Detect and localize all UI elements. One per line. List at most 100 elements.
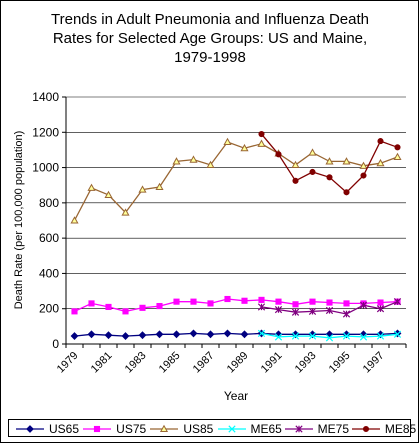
point-me75-1993 bbox=[308, 307, 317, 315]
point-us75-1991 bbox=[275, 298, 282, 305]
legend-label-me75: ME75 bbox=[317, 422, 350, 436]
legend-label-me85: ME85 bbox=[384, 422, 417, 436]
chart-title-line-3: 1979-1998 bbox=[174, 49, 246, 66]
y-tick-label-1400: 1400 bbox=[32, 90, 59, 104]
x-tick-label-1993: 1993 bbox=[293, 350, 319, 376]
series-me65 bbox=[257, 329, 402, 342]
legend-item-us65: US65 bbox=[15, 422, 80, 436]
point-me85-1997 bbox=[377, 138, 384, 145]
point-me85-1991 bbox=[275, 151, 282, 158]
chart-title: Trends in Adult Pneumonia and Influenza … bbox=[30, 10, 390, 67]
point-us65-1989 bbox=[240, 330, 249, 339]
point-me65-1993 bbox=[308, 332, 317, 340]
series-lines bbox=[70, 130, 402, 342]
point-us75-1979 bbox=[71, 308, 78, 315]
point-us85-1986 bbox=[189, 155, 198, 163]
point-me85-1995 bbox=[343, 189, 350, 196]
point-us85-1992 bbox=[291, 160, 300, 168]
point-us85-1997 bbox=[376, 158, 385, 167]
legend-item-me85: ME85 bbox=[351, 422, 416, 436]
point-me65-1995 bbox=[342, 332, 351, 340]
y-tick-label-1200: 1200 bbox=[32, 125, 59, 139]
point-me85-1994 bbox=[326, 174, 333, 181]
point-us65-1983 bbox=[138, 331, 147, 340]
legend-label-me65: ME65 bbox=[250, 422, 282, 436]
point-us85-1998 bbox=[393, 152, 402, 161]
legend-marker-me65 bbox=[227, 425, 236, 433]
point-us75-1984 bbox=[156, 303, 163, 310]
point-me65-1996 bbox=[359, 333, 368, 341]
point-me75-1996 bbox=[359, 301, 368, 309]
y-tick-label-0: 0 bbox=[52, 337, 59, 351]
point-us85-1979 bbox=[70, 216, 79, 224]
legend-marker-us75 bbox=[94, 425, 101, 433]
point-me75-1994 bbox=[325, 306, 334, 315]
point-me75-1990 bbox=[257, 303, 266, 311]
legend-item-us75: US75 bbox=[82, 422, 147, 436]
point-us65-1987 bbox=[206, 330, 215, 339]
x-tick-label-1981: 1981 bbox=[89, 350, 115, 376]
point-us75-1982 bbox=[122, 308, 129, 315]
point-us75-1985 bbox=[173, 298, 180, 305]
point-us75-1997 bbox=[377, 299, 384, 306]
point-us75-1980 bbox=[88, 300, 95, 307]
point-me85-1998 bbox=[394, 144, 401, 151]
point-us85-1985 bbox=[172, 157, 181, 165]
x-tick-label-1997: 1997 bbox=[361, 350, 387, 376]
point-me75-1998 bbox=[393, 298, 402, 306]
chart-title-line-1: Trends in Adult Pneumonia and Influenza … bbox=[51, 11, 369, 28]
x-tick-label-1983: 1983 bbox=[123, 350, 149, 376]
point-us65-1981 bbox=[104, 331, 113, 340]
point-me65-1990 bbox=[257, 329, 266, 338]
legend-swatch-us85 bbox=[150, 424, 179, 433]
point-me75-1997 bbox=[376, 305, 385, 313]
legend-label-us75: US75 bbox=[116, 422, 147, 436]
point-us85-1988 bbox=[223, 137, 232, 146]
point-us85-1994 bbox=[325, 157, 334, 165]
point-us75-1994 bbox=[326, 299, 333, 306]
point-us65-1985 bbox=[172, 330, 181, 339]
point-us85-1989 bbox=[240, 143, 249, 152]
point-me75-1995 bbox=[342, 310, 351, 318]
plot-area bbox=[66, 97, 406, 344]
legend-label-us65: US65 bbox=[49, 422, 80, 436]
legend-swatch-me85 bbox=[351, 425, 380, 433]
point-us85-1987 bbox=[206, 160, 215, 168]
y-tick-label-800: 800 bbox=[39, 196, 59, 210]
legend-marker-me75 bbox=[295, 425, 303, 433]
point-me85-1990 bbox=[258, 130, 265, 138]
legend-label-us85: US85 bbox=[183, 422, 214, 436]
point-us85-1980 bbox=[87, 183, 96, 191]
x-tick-label-1991: 1991 bbox=[259, 350, 285, 376]
point-me65-1992 bbox=[291, 332, 300, 340]
y-tick-label-400: 400 bbox=[39, 266, 59, 280]
y-axis-label: Death Rate (per 100,000 population) bbox=[13, 131, 25, 310]
point-us75-1988 bbox=[224, 295, 231, 303]
series-me75 bbox=[257, 298, 402, 318]
point-us65-1982 bbox=[121, 332, 130, 340]
series-line-us85 bbox=[73, 141, 398, 221]
point-us65-1986 bbox=[189, 329, 198, 338]
legend-swatch-us75 bbox=[83, 425, 112, 433]
gridlines bbox=[66, 96, 406, 310]
legend-swatch-us65 bbox=[16, 425, 44, 433]
point-us75-1992 bbox=[292, 301, 299, 308]
x-axis-label: Year bbox=[224, 389, 248, 403]
legend-swatch-me65 bbox=[217, 425, 246, 433]
x-tick-label-1995: 1995 bbox=[327, 350, 353, 376]
point-me85-1996 bbox=[360, 172, 367, 179]
x-tick-label-1979: 1979 bbox=[55, 350, 81, 376]
point-me65-1997 bbox=[376, 332, 385, 340]
y-tick-label-600: 600 bbox=[39, 231, 59, 245]
x-tick-label-1989: 1989 bbox=[225, 350, 251, 376]
point-us85-1995 bbox=[342, 157, 351, 165]
point-us65-1984 bbox=[155, 330, 164, 339]
point-us65-1979 bbox=[70, 332, 79, 340]
series-me85 bbox=[258, 130, 401, 196]
point-us75-1990 bbox=[258, 296, 265, 303]
y-tick-label-200: 200 bbox=[39, 302, 59, 316]
legend-item-us85: US85 bbox=[149, 422, 214, 436]
legend-marker-us65 bbox=[26, 425, 34, 433]
point-us75-1987 bbox=[207, 300, 214, 307]
